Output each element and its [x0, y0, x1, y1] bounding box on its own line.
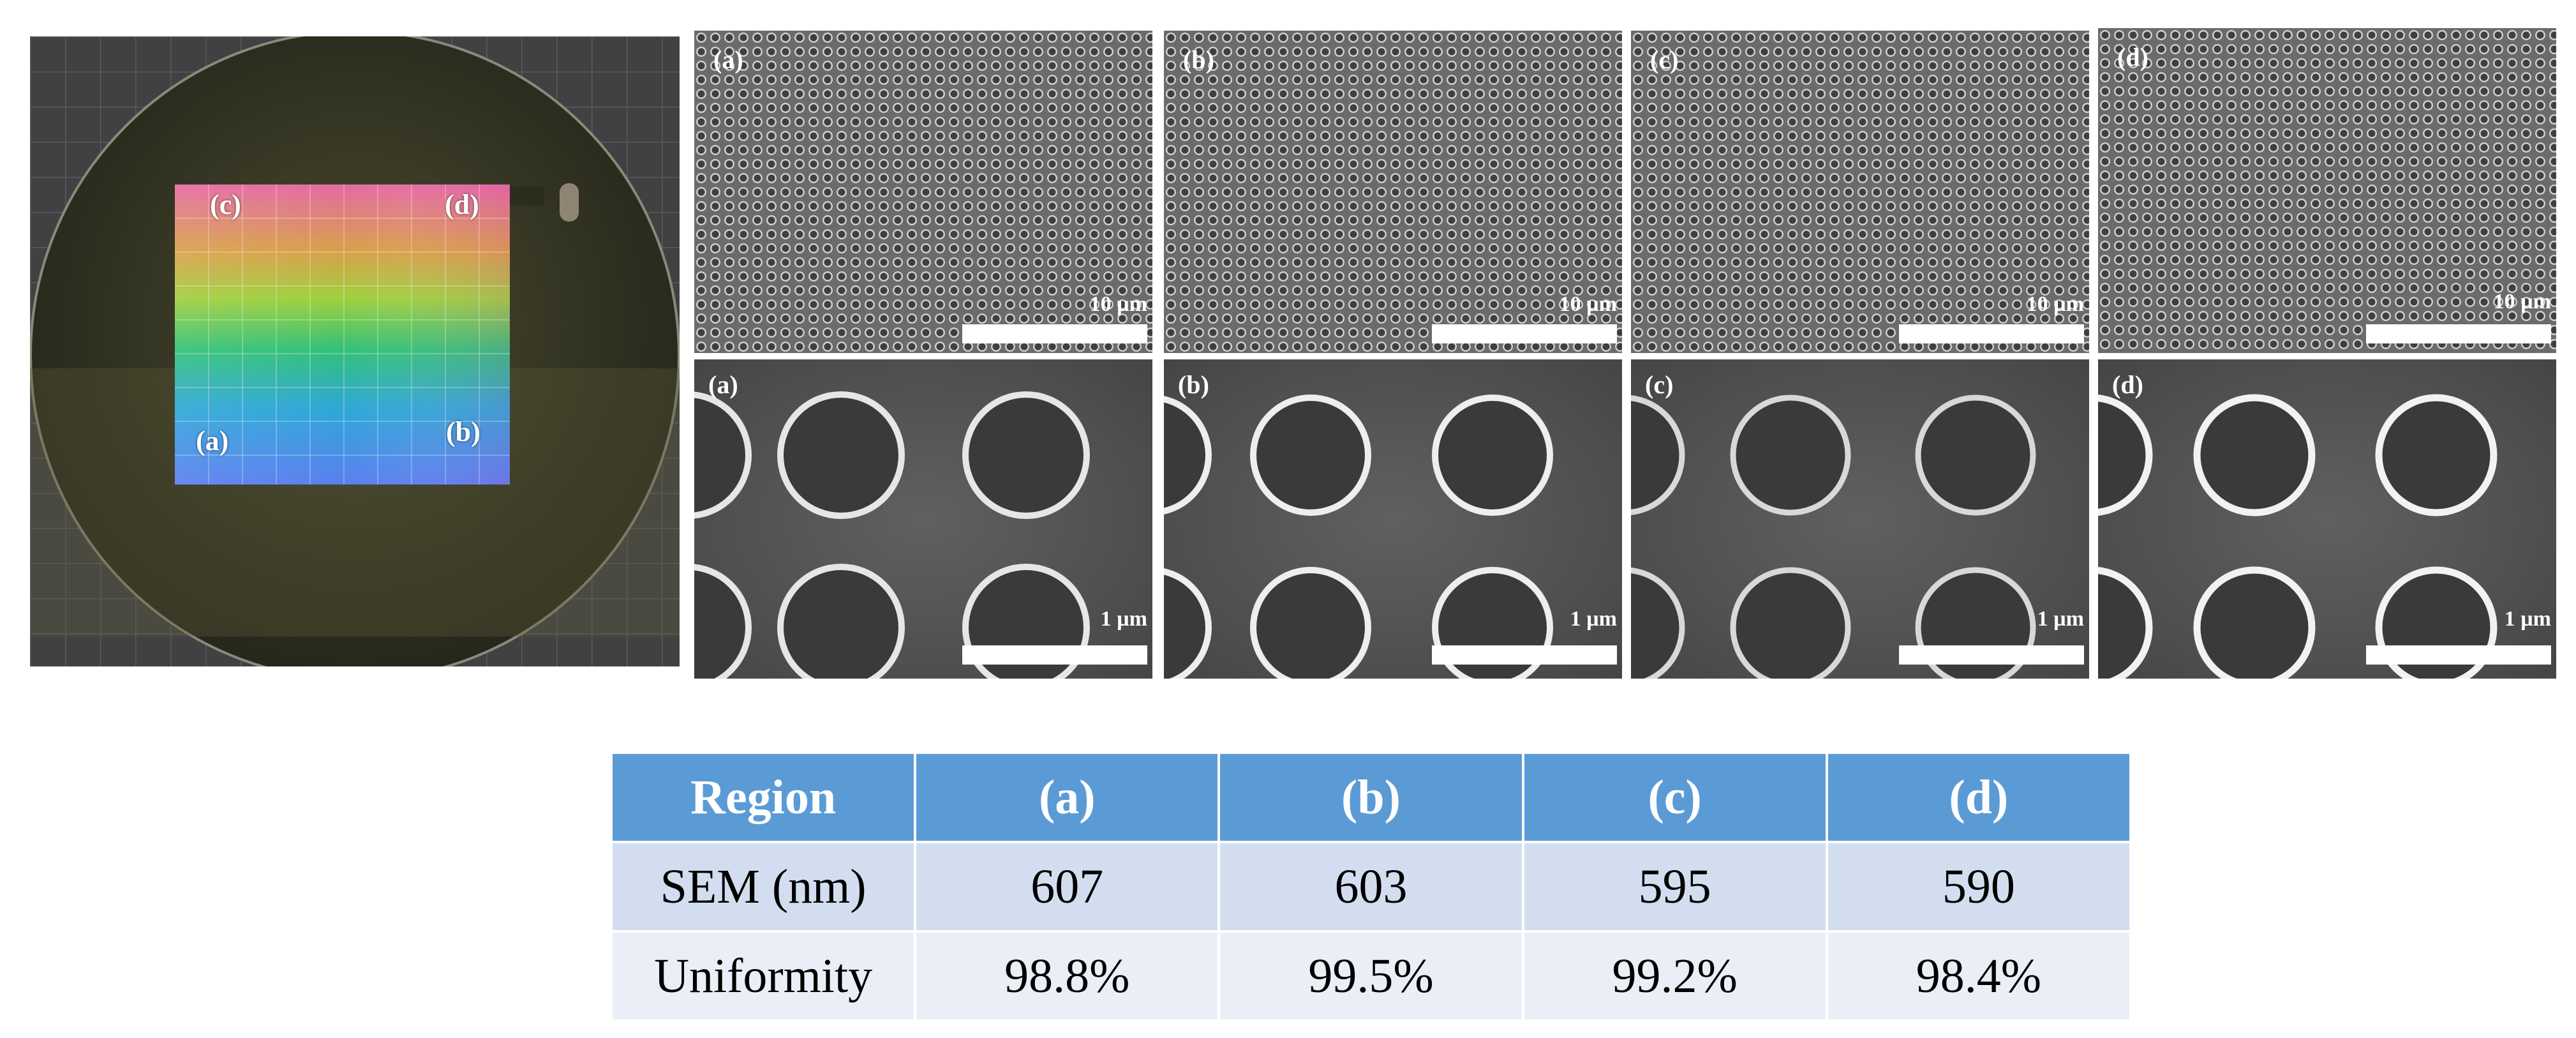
photo-label-d: (d) [445, 189, 479, 220]
header-cell-a: (a) [914, 751, 1221, 843]
photo-label-c: (c) [210, 189, 241, 220]
panel-label: (b) [1183, 45, 1214, 74]
wafer-photo: (c) (d) (a) (b) [30, 36, 680, 666]
wafer-illustration [30, 36, 680, 666]
sem-panel-b-10um: (b) 10 µm [1164, 31, 1622, 353]
scale-bar-label: 1 µm [2037, 607, 2084, 631]
scale-bar [962, 324, 1147, 343]
row-label: Uniformity [609, 930, 917, 1022]
header-cell-c: (c) [1521, 751, 1828, 843]
panel-label: (d) [2112, 370, 2143, 399]
panel-label: (a) [713, 45, 743, 74]
table-cell: 607 [914, 841, 1221, 933]
scale-bar-label: 10 µm [1559, 292, 1617, 316]
sem-panel-c-1um: (c) 1 µm [1631, 359, 2089, 679]
row-label: SEM (nm) [609, 841, 917, 933]
table-cell: 595 [1521, 841, 1828, 933]
photo-label-a: (a) [196, 425, 229, 456]
table-cell: 98.4% [1825, 930, 2133, 1022]
scale-bar [2366, 645, 2551, 665]
sem-panel-d-1um: (d) 1 µm [2098, 359, 2556, 679]
table-cell: 590 [1825, 841, 2133, 933]
scale-bar-label: 10 µm [1089, 292, 1147, 316]
scale-bar [962, 645, 1147, 665]
table-cell: 99.5% [1217, 930, 1524, 1022]
sem-panel-a-1um: (a) 1 µm [694, 359, 1152, 679]
scale-bar-label: 10 µm [2493, 290, 2551, 313]
hole-array-image [2098, 394, 2498, 679]
header-cell-d: (d) [1825, 751, 2133, 843]
sem-panel-b-1um: (b) 1 µm [1164, 359, 1622, 679]
table-cell: 603 [1217, 841, 1524, 933]
scale-bar-label: 1 µm [2504, 607, 2551, 631]
panel-label: (c) [1645, 370, 1674, 399]
uniformity-table: Region (a) (b) (c) (d) SEM (nm) 607 603 … [609, 751, 2133, 1022]
hole-array-image [1631, 395, 2036, 679]
panel-label: (a) [708, 370, 738, 399]
scale-bar [1899, 645, 2084, 665]
sem-panel-d-10um: (d) 10 µm [2098, 28, 2556, 353]
table-cell: 98.8% [914, 930, 1221, 1022]
scale-bar-label: 1 µm [1570, 607, 1617, 631]
table-row-sem: SEM (nm) 607 603 595 590 [609, 841, 2133, 933]
header-cell-b: (b) [1217, 751, 1524, 843]
sem-panel-a-10um: (a) 10 µm [694, 31, 1152, 353]
table-row-uniformity: Uniformity 98.8% 99.5% 99.2% 98.4% [609, 930, 2133, 1022]
photo-label-b: (b) [446, 416, 480, 448]
table-cell: 99.2% [1521, 930, 1828, 1022]
scale-bar [1432, 324, 1617, 343]
scale-bar [1432, 645, 1617, 665]
hole-array-image [1164, 395, 1553, 679]
scale-bar-label: 1 µm [1100, 607, 1147, 631]
scale-bar-label: 10 µm [2026, 292, 2084, 316]
scale-bar [1899, 324, 2084, 343]
hole-array-image [694, 391, 1090, 679]
panel-label: (c) [1650, 45, 1679, 74]
panel-label: (d) [2117, 43, 2148, 71]
table-header-row: Region (a) (b) (c) (d) [609, 751, 2133, 843]
header-cell-region: Region [609, 751, 917, 843]
panel-label: (b) [1178, 370, 1209, 399]
sem-panel-c-10um: (c) 10 µm [1631, 31, 2089, 353]
scale-bar [2366, 324, 2551, 343]
